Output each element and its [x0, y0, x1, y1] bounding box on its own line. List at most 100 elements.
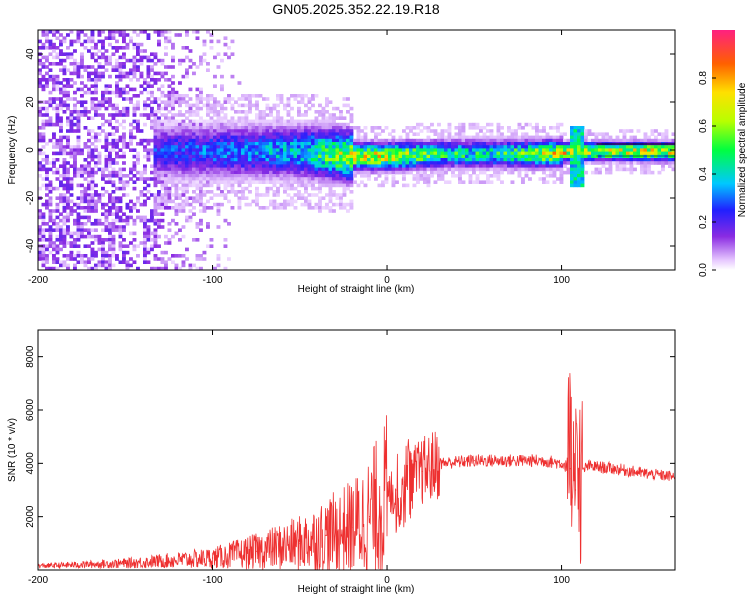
spectrogram-cell: [622, 164, 627, 168]
spectrogram-cell: [188, 218, 193, 223]
spectrogram-cell: [472, 145, 476, 149]
spectrogram-cell: [199, 142, 203, 146]
spectrogram-cell: [52, 100, 56, 104]
spectrogram-cell: [181, 167, 186, 172]
spectrogram-cell: [80, 234, 84, 239]
spectrogram-cell: [409, 129, 413, 133]
spectrogram-cell: [55, 167, 60, 172]
spectrogram-cell: [531, 126, 536, 130]
spectrogram-cell: [447, 180, 452, 184]
spectrogram-cell: [580, 158, 585, 162]
spectrogram-cell: [307, 119, 312, 124]
spectrogram-cell: [447, 145, 452, 149]
spectrogram-cell: [132, 119, 137, 124]
spectrogram-cell: [314, 186, 319, 191]
spectrogram-cell: [619, 154, 623, 159]
snr-point: [395, 489, 397, 491]
spectrogram-cell: [234, 126, 238, 130]
spectrogram-cell: [209, 170, 214, 175]
spectrogram-cell: [227, 138, 231, 143]
spectrogram-cell: [174, 158, 179, 162]
spectrogram-cell: [171, 119, 175, 124]
spectrogram-cell: [174, 186, 179, 191]
spectrogram-cell: [73, 170, 77, 175]
spectrogram-cell: [556, 126, 560, 130]
spectrogram-cell: [601, 161, 606, 165]
spectrogram-cell: [258, 116, 263, 120]
spectrogram-cell: [108, 212, 112, 216]
spectrogram-cell: [216, 254, 221, 258]
spectrogram-cell: [83, 199, 88, 204]
spectrogram-cell: [181, 164, 186, 168]
spectrogram-cell: [255, 145, 259, 149]
spectrogram-cell: [171, 218, 175, 223]
spectrogram-cell: [132, 174, 137, 178]
spectrogram-cell: [167, 193, 172, 197]
spectrogram-cell: [468, 161, 473, 165]
spectrogram-cell: [559, 164, 564, 168]
spectrogram-cell: [192, 119, 196, 124]
spectrogram-cell: [311, 103, 315, 108]
spectrogram-cell: [104, 209, 109, 213]
spectrogram-cell: [314, 202, 319, 207]
spectrogram-cell: [143, 222, 147, 226]
spectrogram-cell: [76, 122, 81, 127]
spectrogram-cell: [286, 145, 291, 149]
spectrogram-cell: [237, 145, 242, 149]
spectrogram-cell: [122, 238, 126, 242]
spectrogram-cell: [241, 122, 245, 127]
spectrogram-cell: [353, 154, 357, 159]
spectrogram-cell: [90, 247, 95, 252]
spectrogram-cell: [297, 122, 301, 127]
spectrogram-cell: [447, 126, 452, 130]
spectrogram-cell: [325, 142, 329, 146]
spectrogram-cell: [118, 148, 123, 152]
spectrogram-cell: [66, 106, 70, 111]
spectrogram-cell: [482, 138, 487, 143]
snr-y-tick-label: 2000: [25, 505, 36, 528]
spectrogram-cell: [83, 164, 88, 168]
spectrogram-cell: [153, 206, 158, 210]
spectrogram-cell: [234, 151, 238, 156]
spectrogram-cell: [272, 151, 277, 156]
spectrogram-cell: [153, 71, 158, 76]
colorbar-tick-label: 0.4: [698, 167, 709, 181]
spectrogram-cell: [38, 228, 42, 232]
spectrogram-cell: [370, 158, 375, 162]
spectrogram-cell: [615, 161, 620, 165]
spectrogram-cell: [451, 135, 455, 140]
spectrogram-cell: [90, 234, 95, 239]
spectrogram-cell: [671, 132, 675, 136]
spectrogram-cell: [202, 122, 207, 127]
spectrogram-cell: [87, 266, 91, 270]
spectrogram-cell: [272, 148, 277, 152]
spectrogram-cell: [192, 263, 196, 268]
spectrogram-cell: [171, 42, 175, 47]
spectrogram-cell: [48, 266, 53, 270]
spectrogram-cell: [241, 142, 245, 146]
spectrogram-cell: [444, 154, 448, 159]
spectrogram-cell: [199, 228, 203, 232]
spectrogram-cell: [80, 183, 84, 188]
spectrogram-cell: [255, 161, 259, 165]
spectrogram-cell: [584, 151, 588, 156]
spectrogram-cell: [528, 177, 532, 181]
spectrogram-cell: [587, 148, 592, 152]
spectrogram-cell: [146, 177, 151, 181]
spectrogram-cell: [279, 122, 284, 127]
spectrogram-cell: [41, 135, 46, 140]
spectrogram-cell: [202, 161, 207, 165]
spectrogram-cell: [272, 177, 277, 181]
spectrogram-cell: [223, 158, 228, 162]
spectrogram-cell: [493, 161, 497, 165]
spectrogram-cell: [507, 126, 511, 130]
spectrogram-cell: [241, 158, 245, 162]
spectrogram-cell: [45, 244, 49, 248]
spectrogram-cell: [475, 145, 480, 149]
spectrogram-cell: [52, 78, 56, 82]
spectrogram-cell: [486, 158, 490, 162]
spectrogram-cell: [153, 218, 158, 223]
spectrogram-cell: [104, 87, 109, 92]
spectrogram-cell: [356, 142, 361, 146]
spectrogram-cell: [171, 90, 175, 95]
